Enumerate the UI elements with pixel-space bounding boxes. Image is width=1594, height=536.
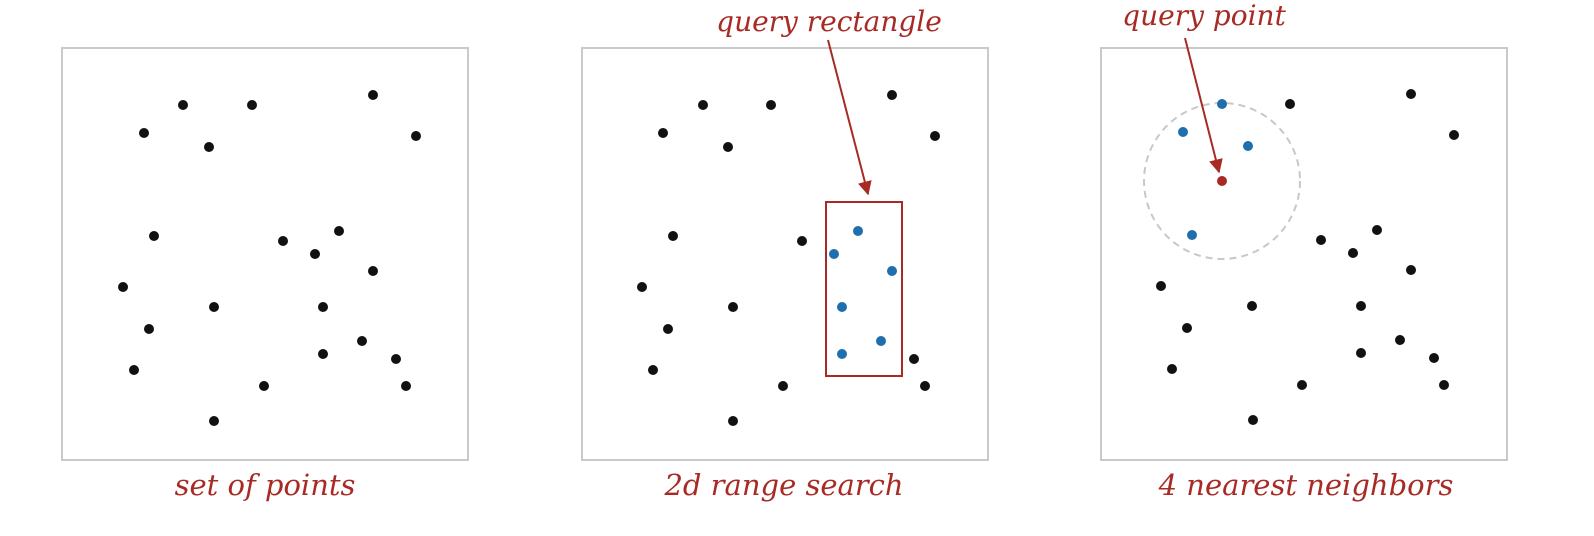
highlighted-point	[1178, 127, 1188, 137]
point	[728, 302, 738, 312]
caption-4-nearest-neighbors: 4 nearest neighbors	[1158, 468, 1454, 502]
panel-2d-range-search: query rectangle 2d range search	[581, 5, 989, 502]
point	[930, 131, 940, 141]
point	[1248, 415, 1258, 425]
point	[668, 231, 678, 241]
point	[368, 90, 378, 100]
point	[144, 324, 154, 334]
point	[310, 249, 320, 259]
point	[728, 416, 738, 426]
point	[1285, 99, 1295, 109]
point	[1247, 301, 1257, 311]
point	[1182, 323, 1192, 333]
point	[663, 324, 673, 334]
callout-query-rectangle: query rectangle	[716, 5, 942, 38]
highlighted-point	[876, 336, 886, 346]
panel-set-of-points: set of points	[61, 47, 469, 502]
highlighted-point	[829, 249, 839, 259]
point	[1316, 235, 1326, 245]
query-point-arrow	[1184, 37, 1223, 174]
highlighted-point	[837, 349, 847, 359]
point	[1356, 301, 1366, 311]
point	[357, 336, 367, 346]
point	[334, 226, 344, 236]
panel-4-nearest-neighbors: query point 4 nearest neighbors	[1100, 0, 1508, 502]
point	[1429, 353, 1439, 363]
point	[247, 100, 257, 110]
point	[368, 266, 378, 276]
caption-set-of-points: set of points	[175, 468, 356, 502]
point	[1439, 380, 1449, 390]
panel-frame	[1100, 47, 1508, 461]
panel-frame	[581, 47, 989, 461]
highlighted-point	[1243, 141, 1253, 151]
point	[723, 142, 733, 152]
point	[1395, 335, 1405, 345]
points-group	[637, 90, 940, 426]
point	[909, 354, 919, 364]
point	[920, 381, 930, 391]
point	[658, 128, 668, 138]
panel-frame	[61, 47, 469, 461]
point	[318, 302, 328, 312]
point	[1372, 225, 1382, 235]
query-point	[1217, 176, 1227, 186]
query-rectangle	[825, 201, 903, 377]
highlighted-point	[887, 266, 897, 276]
point	[178, 100, 188, 110]
point	[1156, 281, 1166, 291]
point	[1348, 248, 1358, 258]
point	[391, 354, 401, 364]
point	[637, 282, 647, 292]
points-group	[118, 90, 421, 426]
point	[411, 131, 421, 141]
point	[1406, 89, 1416, 99]
point	[698, 100, 708, 110]
callout-query-point: query point	[1122, 0, 1286, 32]
point	[129, 365, 139, 375]
points-group	[1156, 89, 1459, 425]
point	[209, 416, 219, 426]
point	[1167, 364, 1177, 374]
point	[139, 128, 149, 138]
point	[1406, 265, 1416, 275]
point	[318, 349, 328, 359]
highlighted-point	[1217, 99, 1227, 109]
point	[209, 302, 219, 312]
caption-2d-range-search: 2d range search	[663, 468, 903, 502]
point	[149, 231, 159, 241]
point	[259, 381, 269, 391]
point	[118, 282, 128, 292]
point	[778, 381, 788, 391]
point	[401, 381, 411, 391]
point	[766, 100, 776, 110]
highlighted-point	[853, 226, 863, 236]
point	[204, 142, 214, 152]
highlighted-point	[837, 302, 847, 312]
point	[278, 236, 288, 246]
point	[887, 90, 897, 100]
query-rectangle-arrow	[827, 39, 872, 196]
point	[1297, 380, 1307, 390]
point	[1356, 348, 1366, 358]
point	[1449, 130, 1459, 140]
point	[797, 236, 807, 246]
highlighted-point	[1187, 230, 1197, 240]
point	[648, 365, 658, 375]
